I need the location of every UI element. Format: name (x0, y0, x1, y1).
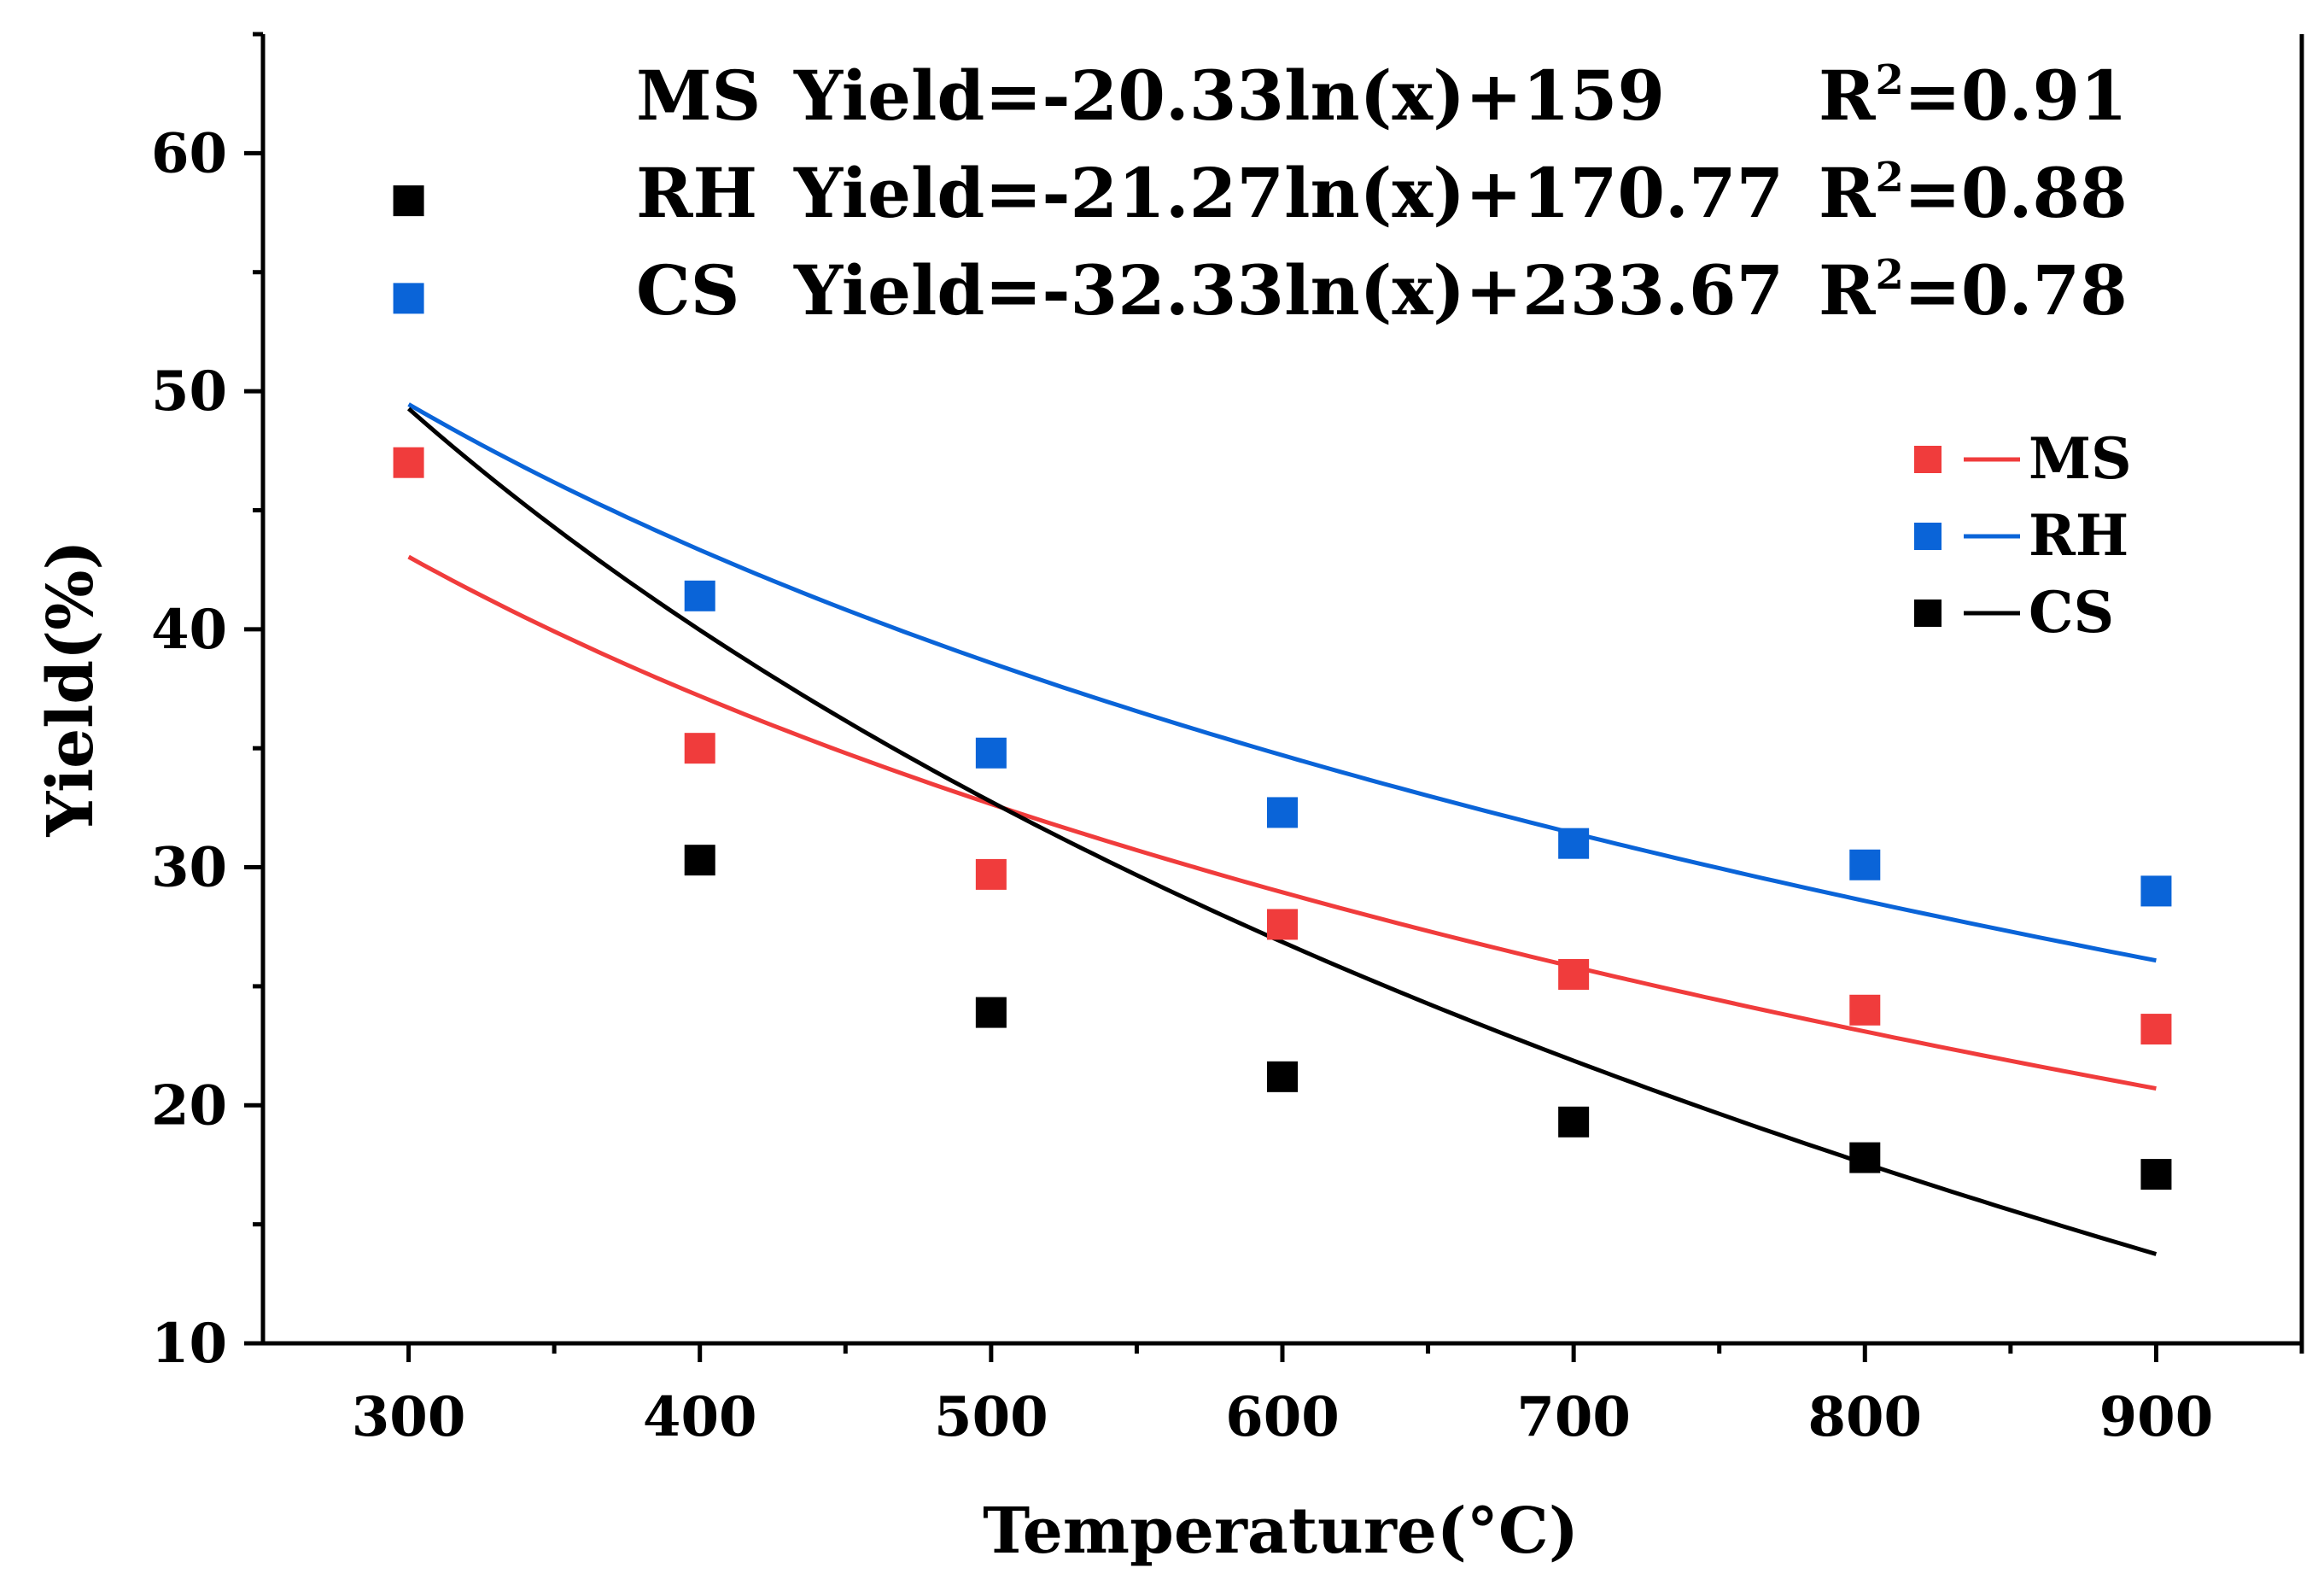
ms-r-squared: R2=0.91 (1819, 56, 2128, 136)
x-tick-label: 700 (1516, 1385, 1631, 1449)
rh-fit-curve (407, 402, 2157, 963)
y-tick-label: 20 (151, 1073, 227, 1138)
y-axis-title: Yield(%) (34, 541, 108, 838)
ms-equation-text: Yield=-20.33ln(x)+159 (793, 56, 1665, 136)
legend-cs-marker (1914, 600, 1942, 627)
y-tick-label: 60 (151, 121, 227, 185)
rh-data-point (393, 283, 424, 314)
x-tick-label: 900 (2099, 1385, 2214, 1449)
cs-equation-label: CS (636, 250, 739, 330)
legend: MS RH CS (1914, 425, 2132, 646)
ms-data-point (975, 858, 1007, 890)
ms-fit-curve (407, 554, 2157, 1091)
axis-ticks: 300 400 500 600 700 800 900 10 20 30 40 50 60 (151, 32, 2304, 1449)
x-axis-title: Temperature(°C) (983, 1494, 1579, 1568)
rh-equation-text: Yield=-21.27ln(x)+170.77 (793, 153, 1784, 233)
x-tick-label: 400 (643, 1385, 757, 1449)
ms-equation-label: MS (636, 56, 761, 136)
ms-data-point (684, 733, 715, 764)
x-tick-label: 500 (934, 1385, 1048, 1449)
legend-cs-label: CS (2029, 579, 2114, 646)
cs-equation-text: Yield=-32.33ln(x)+233.67 (793, 250, 1784, 330)
cs-data-point (393, 185, 424, 217)
y-tick-label: 40 (151, 598, 227, 662)
y-tick-label: 10 (151, 1312, 227, 1376)
y-tick-label: 50 (151, 360, 227, 424)
rh-data-point (1558, 828, 1590, 859)
ms-data-point (1849, 994, 1881, 1026)
rh-data-point (684, 580, 715, 611)
rh-data-point (1849, 849, 1881, 880)
ms-data-point (393, 447, 424, 478)
rh-r-squared: R2=0.88 (1819, 153, 2128, 233)
x-tick-label: 600 (1225, 1385, 1340, 1449)
rh-data-point (1267, 797, 1298, 828)
x-tick-label: 800 (1807, 1385, 1922, 1449)
legend-ms-label: MS (2029, 425, 2132, 492)
cs-data-point (1849, 1142, 1881, 1173)
cs-r-squared: R2=0.78 (1819, 250, 2128, 330)
cs-data-point (684, 845, 715, 876)
x-tick-label: 300 (352, 1385, 466, 1449)
data-points (393, 185, 2172, 1190)
equation-annotations: MS Yield=-20.33ln(x)+159 R2=0.91 RH Yiel… (636, 56, 2128, 330)
ms-data-point (1558, 958, 1590, 990)
ms-data-point (2140, 1014, 2172, 1045)
rh-data-point (2140, 875, 2172, 907)
fit-curves (406, 402, 2158, 1256)
cs-data-point (975, 997, 1007, 1028)
legend-ms-marker (1914, 446, 1942, 473)
cs-data-point (1558, 1106, 1590, 1138)
legend-rh-marker (1914, 523, 1942, 550)
cs-data-point (2140, 1159, 2172, 1190)
rh-equation-label: RH (636, 153, 757, 233)
ms-data-point (1267, 909, 1298, 940)
y-tick-label: 30 (151, 836, 227, 900)
rh-data-point (975, 737, 1007, 769)
cs-data-point (1267, 1061, 1298, 1092)
legend-rh-label: RH (2029, 502, 2128, 569)
